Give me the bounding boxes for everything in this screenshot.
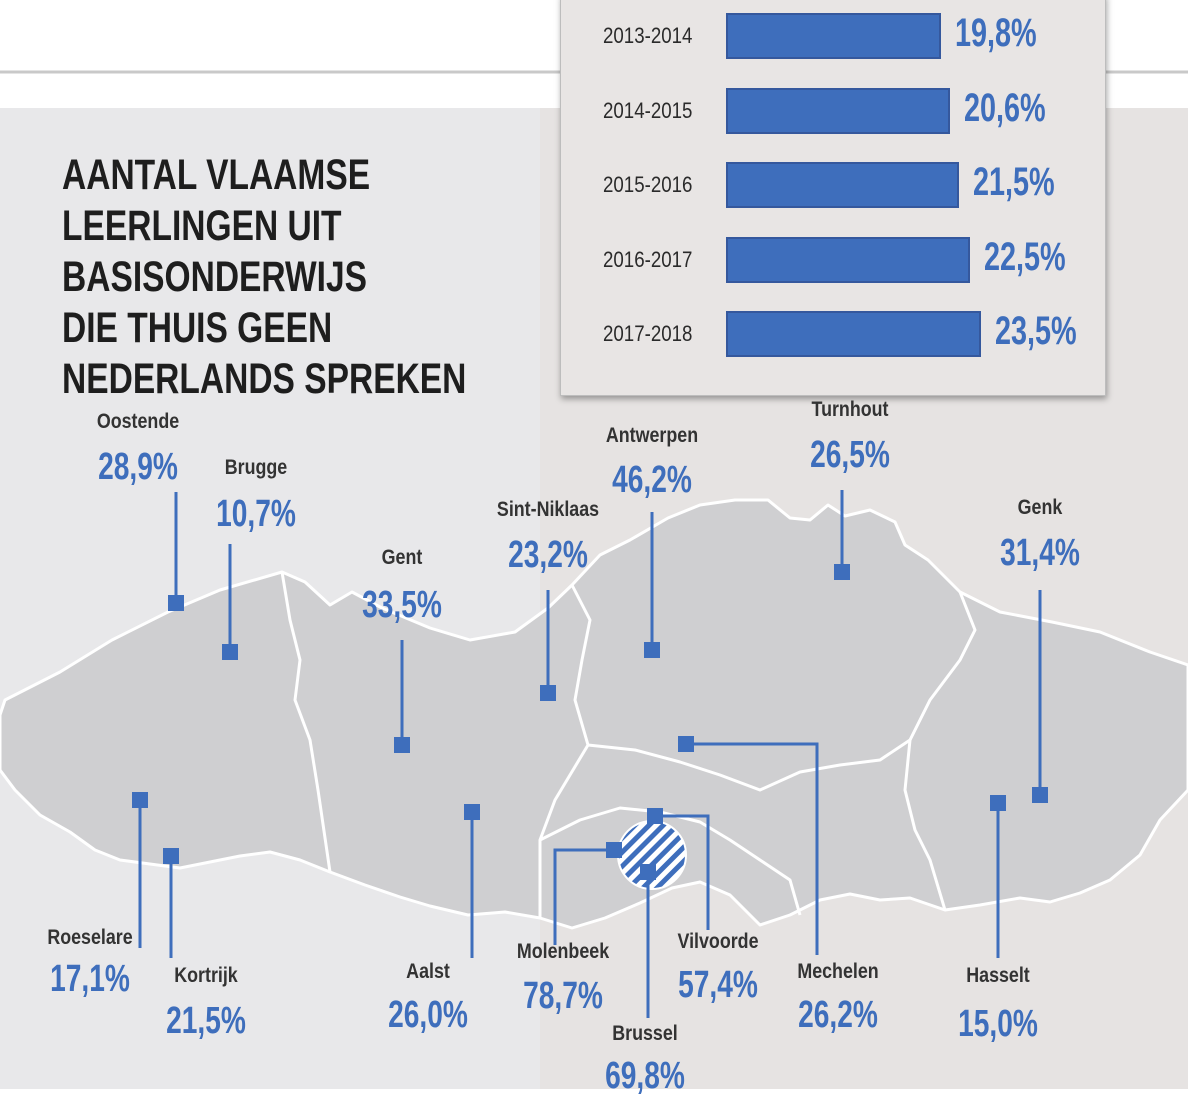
city-marker — [834, 564, 850, 580]
chart-value-label: 23,5% — [994, 309, 1077, 353]
city-name: Gent — [381, 546, 423, 569]
city-name: Turnhout — [811, 398, 889, 421]
city-marker — [394, 737, 410, 753]
chart-bar — [726, 162, 960, 208]
leader-line — [553, 848, 614, 945]
city-marker — [990, 795, 1006, 811]
chart-value-label: 20,6% — [963, 85, 1046, 130]
chart-value-label: 19,8% — [954, 11, 1037, 55]
city-marker — [168, 595, 184, 611]
city-name: Sint-Niklaas — [496, 498, 600, 521]
city-value: 10,7% — [216, 493, 296, 535]
city-name: Molenbeek — [516, 940, 610, 963]
city-value: 26,2% — [798, 994, 878, 1036]
leader-line — [686, 742, 819, 955]
leader-line — [655, 814, 710, 930]
city-value: 21,5% — [166, 1000, 246, 1042]
city-value: 15,0% — [958, 1003, 1038, 1045]
city-value: 69,8% — [605, 1055, 685, 1097]
title-line: BASISONDERWIJS — [62, 253, 368, 301]
city-name: Mechelen — [797, 960, 879, 983]
chart-year-label: 2013-2014 — [603, 23, 693, 48]
city-value: 31,4% — [1000, 532, 1080, 574]
city-name: Oostende — [96, 410, 180, 433]
chart-bar — [726, 87, 950, 134]
city-marker — [540, 685, 556, 701]
title-line: AANTAL VLAAMSE — [62, 151, 371, 199]
city-name: Vilvoorde — [677, 930, 759, 953]
city-marker — [222, 644, 238, 660]
chart-year-label: 2017-2018 — [603, 321, 693, 346]
city-marker — [606, 842, 622, 858]
city-marker — [678, 736, 694, 752]
city-name: Hasselt — [966, 964, 1030, 987]
city-name: Antwerpen — [605, 424, 699, 447]
city-name: Kortrijk — [174, 964, 238, 987]
chart-bar — [726, 13, 941, 59]
city-value: 78,7% — [523, 975, 603, 1017]
chart-value-label: 21,5% — [973, 160, 1055, 204]
city-value: 57,4% — [678, 964, 758, 1006]
city-value: 17,1% — [50, 958, 130, 1000]
chart-bar — [726, 236, 971, 283]
city-name: Brussel — [612, 1022, 678, 1045]
city-value: 28,9% — [98, 446, 178, 488]
chart-year-label: 2016-2017 — [603, 246, 693, 272]
city-marker — [1032, 787, 1048, 803]
city-name: Brugge — [224, 456, 288, 479]
city-marker — [644, 642, 660, 658]
infographic-title: AANTAL VLAAMSE LEERLINGEN UIT BASISONDER… — [62, 150, 467, 405]
title-line: NEDERLANDS SPREKEN — [62, 355, 467, 403]
city-marker — [640, 864, 656, 880]
city-value: 26,5% — [810, 434, 890, 476]
flanders-map — [0, 498, 1188, 930]
chart-value-label: 22,5% — [984, 234, 1066, 279]
chart-year-label: 2014-2015 — [603, 97, 693, 123]
title-line: LEERLINGEN UIT — [62, 202, 342, 250]
chart-bar — [726, 311, 981, 357]
province-borders — [280, 571, 977, 918]
title-line: DIE THUIS GEEN — [62, 304, 333, 352]
city-value: 23,2% — [508, 534, 588, 576]
city-value: 26,0% — [388, 994, 468, 1036]
city-marker — [647, 808, 663, 824]
city-name: Roeselare — [47, 926, 133, 949]
trend-bar-chart: 2013-2014 19,8% 2014-2015 20,6% 2015-2016 21,… — [560, 0, 1106, 396]
city-marker — [464, 804, 480, 820]
city-value: 33,5% — [362, 584, 442, 626]
city-marker — [163, 848, 179, 864]
city-name: Genk — [1017, 496, 1063, 519]
city-name: Aalst — [406, 960, 450, 983]
city-value: 46,2% — [612, 459, 692, 501]
chart-year-label: 2015-2016 — [603, 172, 693, 197]
city-marker — [132, 792, 148, 808]
